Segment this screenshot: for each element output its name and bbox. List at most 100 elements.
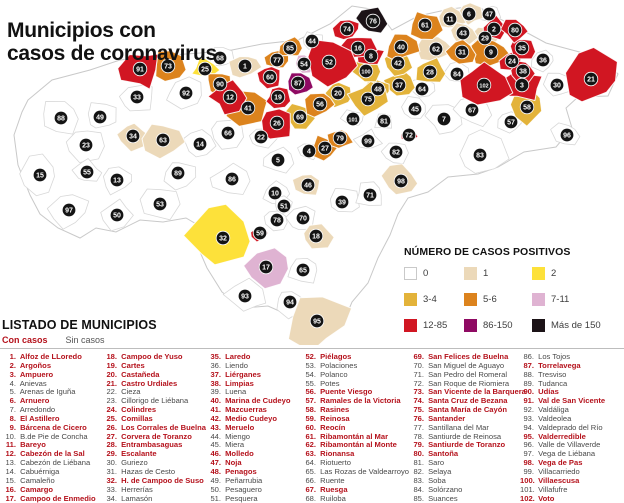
municipality-item: 89. Tudanca [520, 379, 624, 389]
municipality-number: 22. [106, 387, 117, 397]
marker-circle [270, 89, 286, 105]
map-marker-66: 66 [220, 125, 236, 141]
list-title: LISTADO DE MUNICIPIOS [2, 318, 157, 332]
legend-swatch-c4 [464, 293, 477, 306]
map-marker-79: 79 [332, 130, 348, 146]
municipality-name: Cartes [119, 360, 145, 370]
municipality-item: 62. Ribamontán al Monte [302, 441, 410, 450]
municipality-item: 5. Arenas de Iguña [2, 387, 103, 397]
municipality-number: 31. [106, 466, 117, 476]
municipality-number: 1. [9, 352, 16, 361]
map-marker-62: 62 [428, 41, 444, 57]
marker-number: 36 [539, 57, 547, 64]
municipality-number: 42. [210, 413, 221, 423]
map-marker-18: 18 [308, 228, 324, 244]
map-marker-13: 13 [109, 172, 125, 188]
municipality-item: 94. Valdeprado del Río [520, 423, 624, 433]
marker-number: 77 [273, 57, 281, 64]
marker-circle [317, 140, 333, 156]
municipality-item: 52. Piélagos [302, 352, 410, 362]
municipality-list-section: LISTADO DE MUNICIPIOS Con casos Sin casos… [0, 318, 624, 503]
marker-circle [363, 48, 379, 64]
marker-circle [270, 152, 286, 168]
municipality-number: 78. [413, 431, 424, 441]
marker-circle [358, 63, 374, 79]
legend-label: 2 [551, 268, 557, 279]
municipality-name: Anievas [18, 378, 47, 388]
municipality-number: 71. [413, 369, 424, 379]
marker-circle [504, 53, 520, 69]
marker-circle [61, 202, 77, 218]
marker-number: 53 [156, 201, 164, 208]
municipality-name: San Pedro del Romeral [426, 369, 508, 379]
municipality-number: 45. [210, 440, 221, 450]
municipality-name: Liendo [223, 360, 248, 370]
municipality-item: 17. Campoo de Enmedio [2, 494, 103, 503]
municipality-item: 70. San Miguel de Aguayo [410, 361, 520, 371]
municipality-name: Herrerías [119, 484, 153, 494]
map-marker-55: 55 [79, 164, 95, 180]
municipality-number: 23. [106, 396, 117, 406]
marker-number: 81 [380, 118, 388, 125]
marker-circle [393, 173, 409, 189]
municipality-number: 85. [413, 493, 424, 503]
municipality-item: 51. Pesquera [207, 494, 302, 503]
marker-number: 2 [492, 26, 496, 33]
municipality-name: Cabezón de Liébana [18, 458, 91, 468]
marker-circle [197, 61, 213, 77]
municipality-number: 93. [523, 413, 534, 423]
municipality-item: 79. Santiurde de Toranzo [410, 441, 520, 450]
map-marker-25: 25 [197, 61, 213, 77]
marker-number: 63 [159, 137, 167, 144]
marker-number: 30 [553, 82, 561, 89]
municipality-name: Potes [318, 378, 340, 388]
marker-circle [312, 96, 328, 112]
marker-circle [449, 66, 465, 82]
marker-number: 49 [96, 114, 104, 121]
marker-number: 13 [113, 177, 121, 184]
with-cases-key: Con casos [2, 335, 48, 345]
municipality-number: 35. [210, 352, 221, 361]
municipality-number: 38. [210, 378, 221, 388]
municipality-number: 60. [305, 422, 316, 432]
municipality-item: 100. Villaescusa [520, 475, 624, 486]
marker-number: 65 [299, 267, 307, 274]
map-marker-102: 102 [476, 77, 492, 93]
municipality-name: Los Corrales de Buelna [119, 422, 206, 432]
map-marker-51: 51 [276, 198, 292, 214]
marker-circle [300, 177, 316, 193]
marker-circle [258, 259, 274, 275]
map-marker-23: 23 [78, 137, 94, 153]
municipality-number: 99. [523, 466, 534, 476]
map-marker-64: 64 [414, 81, 430, 97]
marker-number: 54 [300, 61, 308, 68]
legend: NÚMERO DE CASOS POSITIVOS 0 1 2 3-4 5-6 7-11 1… [404, 246, 620, 332]
marker-circle [507, 22, 523, 38]
municipality-name: Valdeolea [536, 413, 572, 423]
map-marker-63: 63 [155, 132, 171, 148]
municipality-name: H. de Campoo de Suso [119, 475, 204, 485]
legend-item: 3-4 [404, 293, 464, 306]
list-column-5: 69. San Felices de Buelna 70. San Miguel … [410, 352, 525, 503]
municipality-item: 11. Bareyo [2, 441, 103, 450]
marker-circle [339, 21, 355, 37]
marker-number: 37 [395, 82, 403, 89]
legend-label: 0 [423, 268, 429, 279]
municipality-item: 53. Polaciones [302, 361, 410, 371]
marker-number: 101 [348, 117, 357, 123]
municipality-item: 66. Ruente [302, 476, 410, 486]
municipality-number: 100. [520, 475, 535, 485]
marker-circle [376, 113, 392, 129]
marker-number: 39 [338, 199, 346, 206]
map-marker-27: 27 [317, 140, 333, 156]
marker-number: 69 [296, 114, 304, 121]
map-marker-93: 93 [237, 288, 253, 304]
municipality-name: Penagos [223, 466, 257, 476]
marker-circle [477, 30, 493, 46]
municipality-item: 95. Valderredible [520, 432, 624, 442]
municipality-name: Cabuérniga [18, 466, 60, 476]
municipality-name: Molledo [223, 449, 254, 459]
map-marker-97: 97 [61, 202, 77, 218]
municipality-item: 14. Cabuérniga [2, 466, 103, 477]
map-marker-21: 21 [583, 71, 599, 87]
